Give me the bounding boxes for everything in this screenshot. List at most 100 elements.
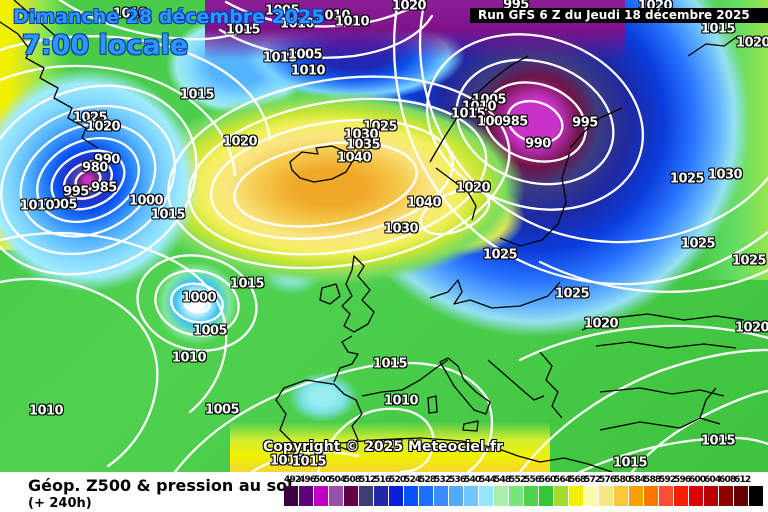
pressure-label: 1035 [345, 137, 381, 153]
pressure-label: 1025 [362, 119, 398, 135]
pressure-label: 1040 [336, 150, 372, 166]
scale-tick: 592 [659, 475, 676, 485]
pressure-label: 1020 [391, 0, 427, 14]
scale-tick: 612 [734, 475, 751, 485]
pressure-label: 1000 [128, 193, 164, 209]
map-caption: Géop. Z500 & pression au sol (+ 240h) [28, 476, 293, 511]
scale-tick: 556 [524, 475, 541, 485]
scale-color-cell [734, 486, 748, 506]
pressure-label: 985 [91, 180, 117, 196]
pressure-label: 1005 [287, 47, 323, 63]
pressure-label: 1030 [707, 167, 743, 183]
pressure-label: 1010 [112, 6, 148, 22]
pressure-label: 1030 [383, 221, 419, 237]
pressure-label: 1005 [204, 402, 240, 418]
run-info-bar: Run GFS 6 Z du Jeudi 18 décembre 2025 [470, 8, 768, 23]
scale-color-cell [629, 486, 643, 506]
forecast-hour-label: (+ 240h) [28, 496, 92, 511]
map-canvas: 1010 1005 1010 1010 1010 1015 1020 995 1020 1015 1… [0, 0, 768, 472]
scale-color-cells [284, 486, 764, 506]
pressure-label: 990 [525, 136, 551, 152]
scale-tick: 600 [689, 475, 706, 485]
scale-tick: 532 [434, 475, 451, 485]
pressure-label: 1010 [279, 16, 315, 32]
scale-tick: 572 [584, 475, 601, 485]
scale-color-cell [584, 486, 598, 506]
scale-color-cell [644, 486, 658, 506]
scale-tick: 564 [554, 475, 571, 485]
scale-tick: 508 [344, 475, 361, 485]
scale-tick: 500 [314, 475, 331, 485]
coastlines [0, 0, 745, 472]
copyright-watermark: Copyright © 2025 Meteociel.fr [263, 439, 503, 455]
pressure-label: 1015 [225, 22, 261, 38]
pressure-label: 1040 [406, 195, 442, 211]
scale-color-cell [359, 486, 373, 506]
pressure-label: 995 [572, 115, 598, 131]
pressure-label: 1025 [669, 171, 705, 187]
scale-color-cell [374, 486, 388, 506]
pressure-label: 1025 [554, 286, 590, 302]
scale-tick: 548 [494, 475, 511, 485]
scale-color-cell [599, 486, 613, 506]
pressure-label: 1010 [19, 198, 55, 214]
scale-tick: 496 [299, 475, 316, 485]
pressure-label: 1005 [42, 197, 78, 213]
pressure-label: 1010 [315, 8, 351, 24]
scale-color-cell [554, 486, 568, 506]
scale-color-cell [719, 486, 733, 506]
pressure-label: 990 [94, 152, 120, 168]
pressure-label: 1020 [583, 316, 619, 332]
scale-color-cell [539, 486, 553, 506]
scale-tick: 588 [644, 475, 661, 485]
pressure-label: 1020 [455, 180, 491, 196]
legend-footer: Géop. Z500 & pression au sol (+ 240h) 49… [0, 472, 768, 512]
forecast-date-label: Dimanche 28 décembre 2025 [13, 6, 325, 28]
scale-color-cell [434, 486, 448, 506]
scale-tick: 608 [719, 475, 736, 485]
pressure-label: 1015 [229, 276, 265, 292]
pressure-label: 1010 [171, 350, 207, 366]
scale-color-cell [674, 486, 688, 506]
pressure-label: 1015 [612, 455, 648, 471]
scale-color-cell [479, 486, 493, 506]
pressure-label: 1025 [482, 247, 518, 263]
pressure-label: 1000 [476, 114, 512, 130]
scale-tick: 568 [569, 475, 586, 485]
scale-tick: 528 [419, 475, 436, 485]
scale-color-cell [449, 486, 463, 506]
color-scale: 492 496 500 504 508 512 516 520 524 528 532 536 540 5… [284, 475, 764, 506]
scale-color-cell [389, 486, 403, 506]
forecast-time-label: 7:00 locale [22, 30, 189, 61]
scale-color-cell [344, 486, 358, 506]
pressure-label: 1010 [28, 403, 64, 419]
scale-color-cell [299, 486, 313, 506]
scale-color-cell [614, 486, 628, 506]
scale-tick: 492 [284, 475, 301, 485]
scale-tick: 536 [449, 475, 466, 485]
scale-color-cell [494, 486, 508, 506]
pressure-label: 1030 [343, 127, 379, 143]
scale-tick: 504 [329, 475, 346, 485]
pressure-label: 1015 [269, 453, 305, 469]
scale-tick: 520 [389, 475, 406, 485]
scale-color-cell [704, 486, 718, 506]
pressure-label: 1025 [680, 236, 716, 252]
scale-tick-labels: 492 496 500 504 508 512 516 520 524 528 532 536 540 5… [284, 475, 764, 485]
pressure-label: 980 [82, 160, 108, 176]
scale-color-cell [329, 486, 343, 506]
pressure-label: 1020 [735, 35, 768, 51]
pressure-label: 1020 [85, 119, 121, 135]
pressure-label: 1010 [334, 14, 370, 30]
scale-tick: 580 [614, 475, 631, 485]
pressure-label: 1010 [290, 63, 326, 79]
pressure-label: 1005 [192, 323, 228, 339]
scale-tick: 552 [509, 475, 526, 485]
pressure-label: 995 [63, 184, 89, 200]
scale-tick: 576 [599, 475, 616, 485]
pressure-label: 1005 [264, 3, 300, 19]
pressure-label: 1010 [383, 393, 419, 409]
scale-color-cell [689, 486, 703, 506]
pressure-label: 1015 [700, 433, 736, 449]
scale-color-cell [464, 486, 478, 506]
